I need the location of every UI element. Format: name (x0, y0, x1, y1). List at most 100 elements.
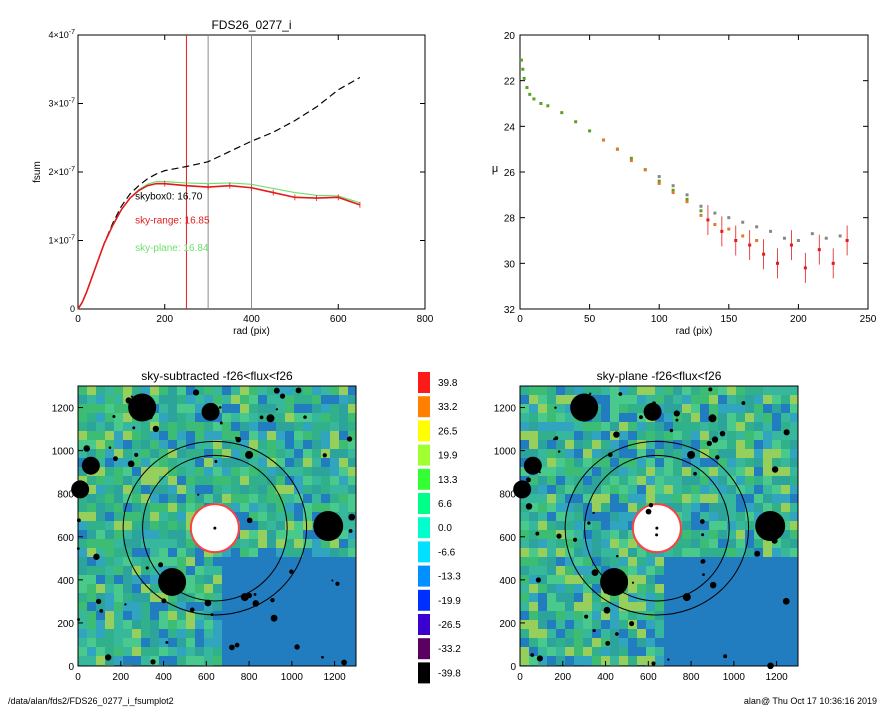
noise-cell (718, 638, 727, 647)
noise-cell (691, 503, 700, 512)
noise-cell (790, 638, 798, 647)
noise-cell (619, 494, 628, 503)
noise-cell (114, 440, 123, 449)
noise-cell (520, 521, 529, 530)
noise-cell (114, 575, 123, 584)
noise-cell (231, 557, 240, 566)
aperture-ellipse-inner (142, 454, 288, 602)
masked-source (253, 592, 257, 596)
noise-cell (538, 521, 547, 530)
noise-cell (601, 611, 610, 620)
noise-cell (538, 458, 547, 467)
noise-cell (276, 503, 285, 512)
noise-cell (736, 494, 745, 503)
noise-cell (655, 620, 664, 629)
noise-cell (556, 584, 565, 593)
noise-cell (610, 539, 619, 548)
noise-cell (538, 638, 547, 647)
noise-cell (249, 575, 258, 584)
noise-cell (592, 431, 601, 440)
noise-cell (772, 503, 781, 512)
noise-cell (538, 566, 547, 575)
noise-cell (754, 404, 763, 413)
masked-source (693, 471, 697, 476)
masked-source (273, 387, 280, 394)
noise-cell (646, 620, 655, 629)
noise-cell (682, 602, 691, 611)
noise-cell (141, 620, 150, 629)
noise-cell (150, 620, 159, 629)
noise-cell (556, 638, 565, 647)
noise-cell (150, 485, 159, 494)
noise-cell (330, 413, 339, 422)
data-point-green (671, 188, 675, 192)
noise-cell (565, 584, 574, 593)
noise-cell (276, 512, 285, 521)
data-point-green (629, 156, 633, 160)
noise-cell (339, 476, 348, 485)
noise-cell (267, 386, 276, 395)
noise-cell (222, 566, 231, 575)
noise-cell (213, 458, 222, 467)
masked-source (201, 402, 220, 421)
noise-cell (123, 611, 132, 620)
noise-cell (195, 458, 204, 467)
noise-cell (673, 638, 682, 647)
noise-cell (294, 557, 303, 566)
noise-cell (105, 431, 114, 440)
noise-cell (736, 521, 745, 530)
noise-cell (655, 566, 664, 575)
noise-cell (592, 602, 601, 611)
noise-cell (592, 413, 601, 422)
noise-cell (538, 386, 547, 395)
noise-cell (204, 440, 213, 449)
noise-cell (745, 530, 754, 539)
noise-cell (150, 575, 159, 584)
noise-cell (745, 656, 754, 665)
noise-cell (204, 638, 213, 647)
noise-cell (574, 638, 583, 647)
noise-cell (114, 512, 123, 521)
noise-cell (520, 593, 529, 602)
noise-cell (321, 557, 330, 566)
noise-cell (691, 539, 700, 548)
noise-cell (294, 638, 303, 647)
noise-cell (772, 431, 781, 440)
noise-cell (186, 422, 195, 431)
noise-cell (159, 395, 168, 404)
noise-cell (736, 629, 745, 638)
noise-cell (141, 386, 150, 395)
noise-cell (186, 593, 195, 602)
noise-cell (348, 557, 356, 566)
noise-cell (123, 620, 132, 629)
noise-cell (700, 539, 709, 548)
noise-cell (610, 629, 619, 638)
noise-cell (700, 602, 709, 611)
noise-cell (592, 386, 601, 395)
data-point-green (519, 58, 523, 62)
annotation-green: sky-plane: 16.84 (135, 243, 209, 254)
x-tick-label: 150 (720, 314, 737, 325)
noise-cell (727, 557, 736, 566)
noise-cell (763, 638, 772, 647)
data-point-red (817, 248, 821, 252)
noise-cell (583, 620, 592, 629)
masked-source (682, 593, 691, 602)
noise-cell (718, 611, 727, 620)
noise-cell (700, 575, 709, 584)
masked-source (643, 402, 662, 421)
noise-cell (258, 548, 267, 557)
noise-cell (727, 476, 736, 485)
noise-cell (637, 458, 646, 467)
noise-cell (745, 521, 754, 530)
noise-cell (664, 494, 673, 503)
noise-cell (195, 566, 204, 575)
noise-cell (258, 638, 267, 647)
noise-cell (330, 440, 339, 449)
x-tick-label: 50 (584, 314, 596, 325)
noise-cell (132, 656, 141, 665)
noise-cell (655, 485, 664, 494)
masked-source (158, 562, 164, 568)
noise-cell (258, 386, 267, 395)
noise-cell (96, 485, 105, 494)
